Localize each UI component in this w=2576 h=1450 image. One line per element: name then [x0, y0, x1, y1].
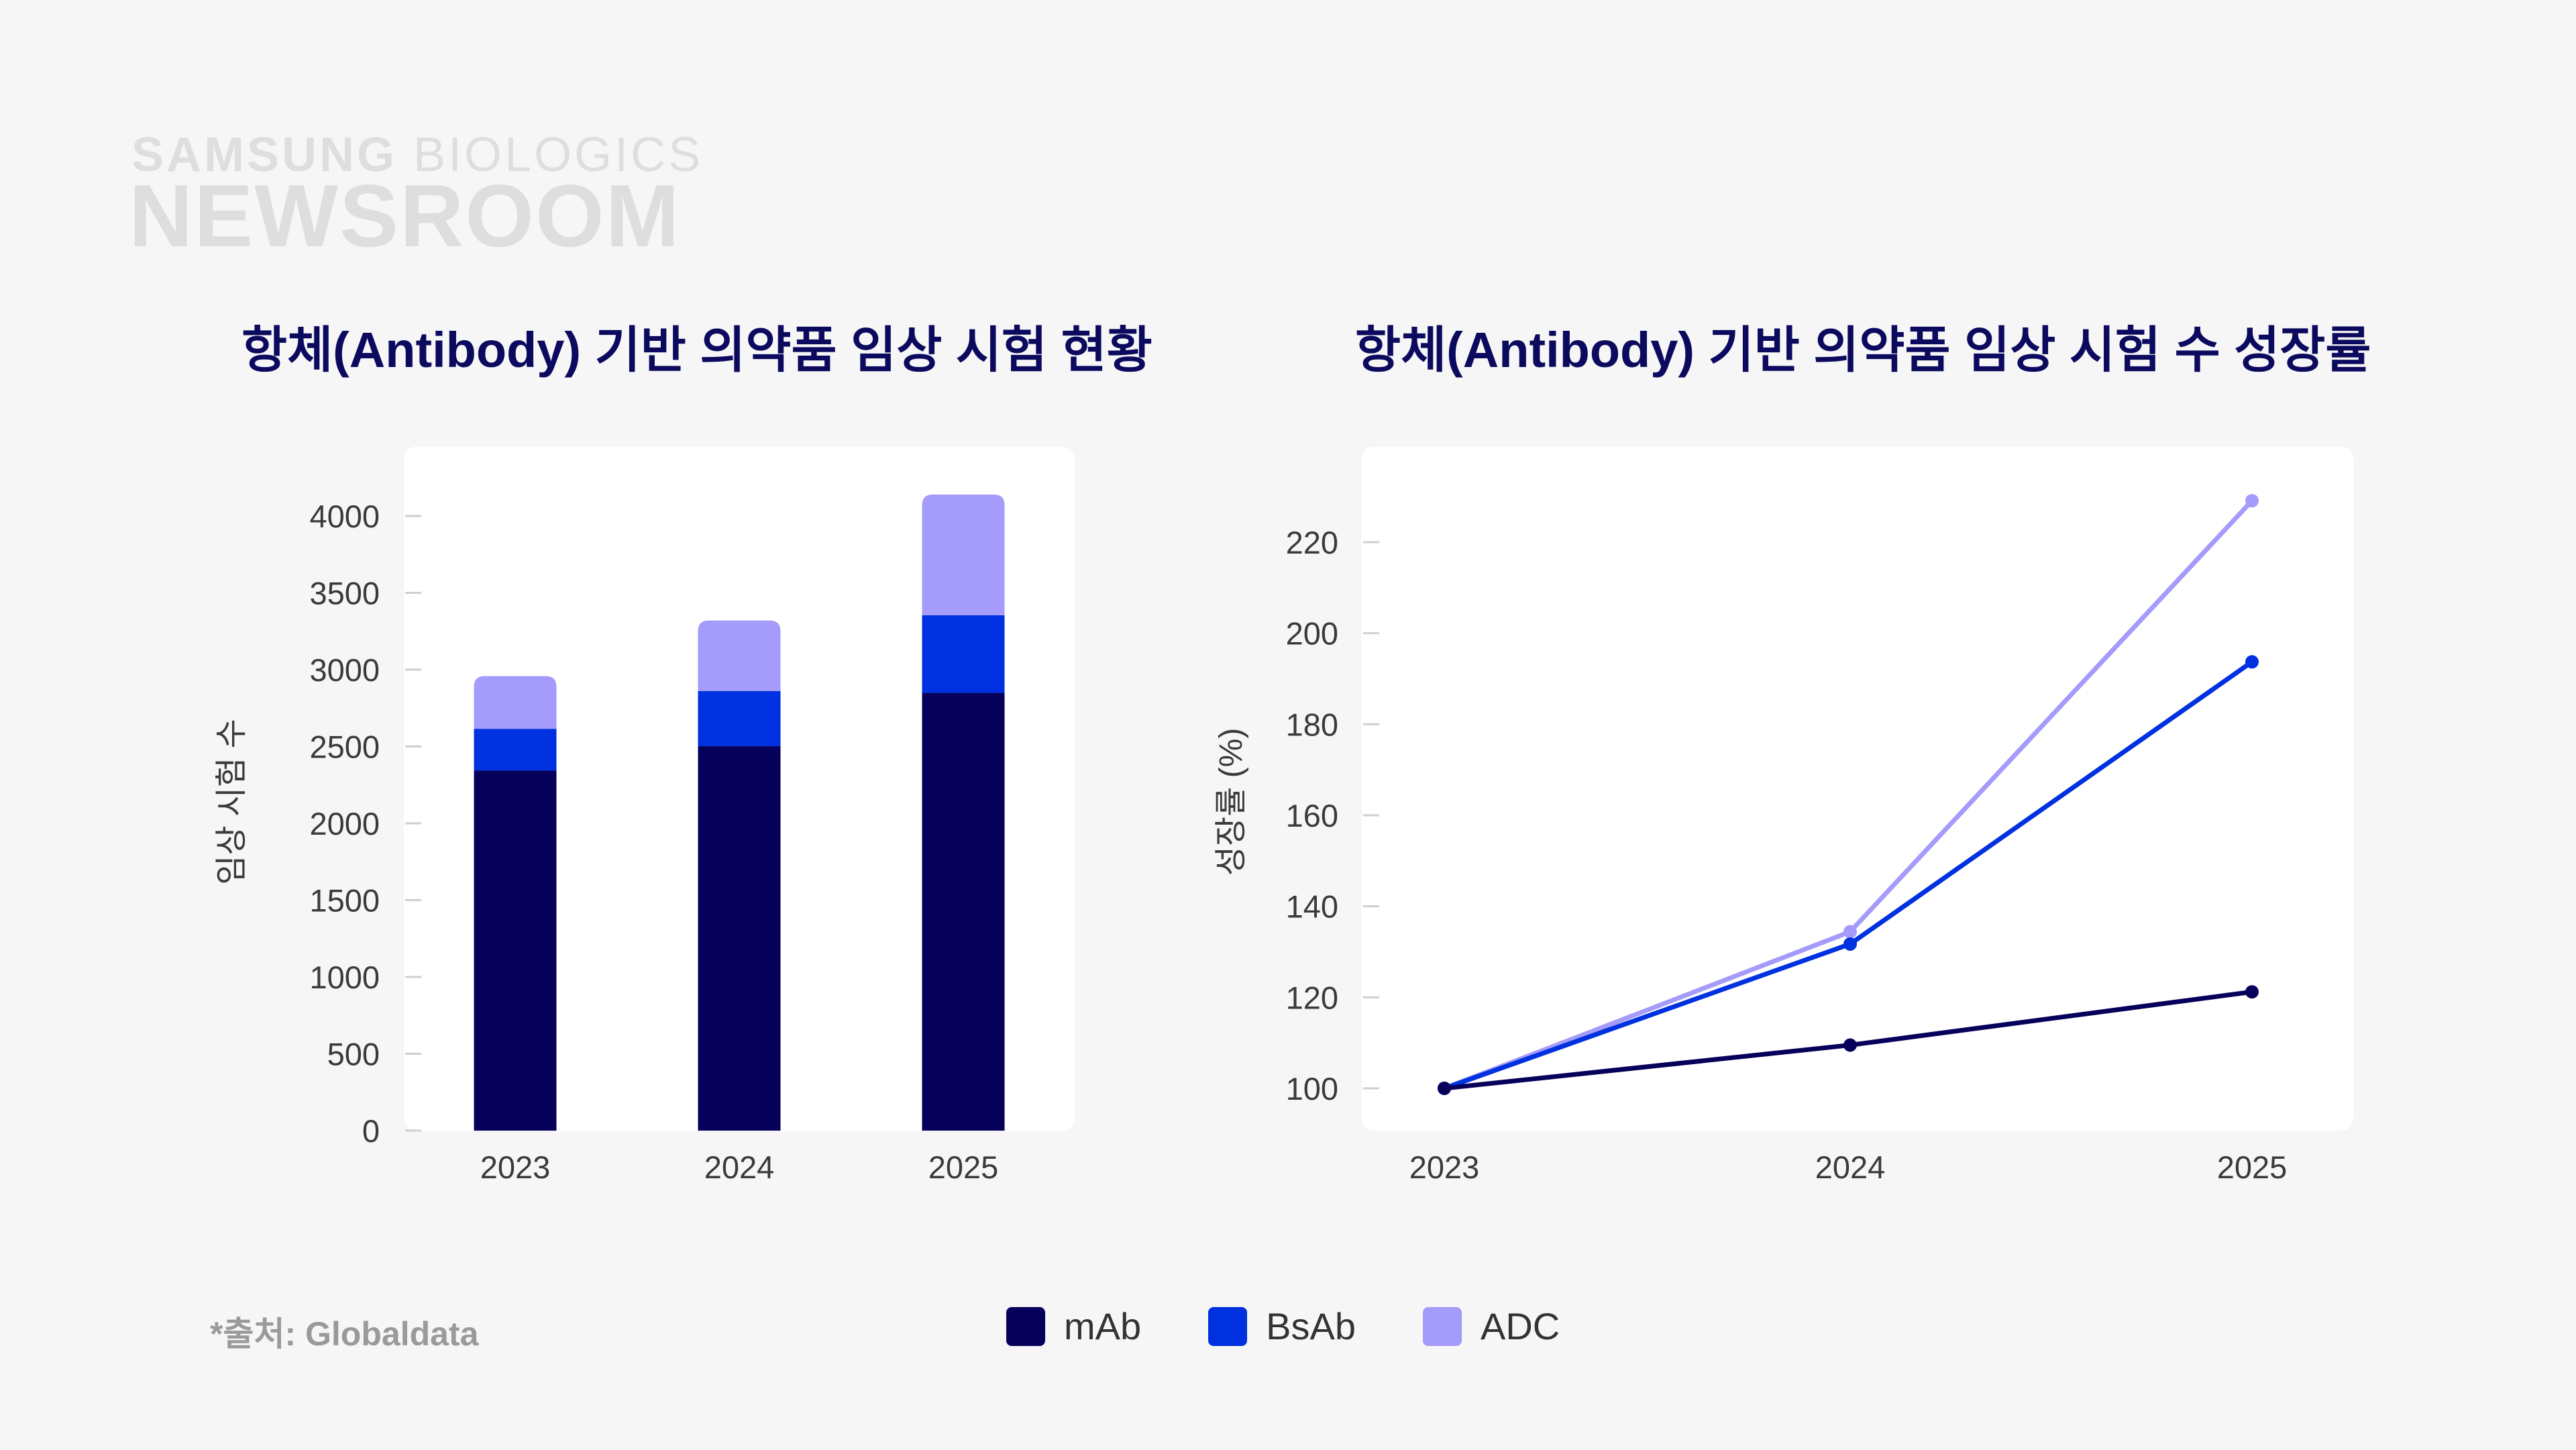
bar-segment-bsab	[922, 615, 1005, 693]
bar-y-tick-label: 2000	[309, 806, 380, 841]
bar-y-tick-label: 3000	[309, 652, 380, 688]
legend-label: ADC	[1481, 1305, 1560, 1347]
line-y-tick-label: 160	[1286, 798, 1338, 833]
bar-segment-mab	[922, 692, 1005, 1131]
line-y-tick-label: 120	[1286, 980, 1338, 1015]
line-series-bsab	[1443, 660, 2254, 1091]
legend-item-adc: ADC	[1423, 1304, 1560, 1348]
line-point-adc	[1843, 925, 1857, 939]
bar-y-tick-label: 0	[362, 1113, 380, 1149]
line-x-tick-label: 2024	[1815, 1149, 1886, 1185]
bar-y-tick-label: 500	[327, 1037, 380, 1072]
legend-swatch	[1423, 1306, 1462, 1346]
bar-segment-adc	[698, 620, 781, 691]
line-y-tick-label: 140	[1286, 889, 1338, 925]
line-series-adc	[1443, 499, 2254, 1091]
logo-brand: SAMSUNG BIOLOGICS	[131, 128, 704, 182]
bar-segment-adc	[922, 494, 1005, 615]
line-y-tick-label: 200	[1286, 616, 1338, 652]
legend-swatch	[1006, 1306, 1045, 1346]
bar-y-tick-label: 3500	[309, 576, 380, 611]
bar-x-tick-label: 2024	[704, 1149, 775, 1185]
bar-segment-bsab	[474, 729, 557, 771]
legend-item-mab: mAb	[1006, 1304, 1141, 1348]
line-point-mab	[1438, 1082, 1451, 1095]
line-point-mab	[2245, 985, 2259, 999]
line-x-tick-label: 2025	[2217, 1149, 2288, 1185]
bar-segment-bsab	[698, 690, 781, 747]
line-point-mab	[1843, 1038, 1857, 1052]
line-chart-panel	[1362, 447, 2353, 1131]
bar-y-tick-label: 1000	[309, 960, 380, 995]
line-y-tick-label: 180	[1286, 707, 1338, 742]
legend-swatch	[1208, 1306, 1248, 1346]
line-x-tick-label: 2023	[1409, 1149, 1480, 1185]
line-chart-title: 항체(Antibody) 기반 의약품 임상 시험 수 성장률	[1355, 322, 2371, 378]
bar-y-tick-label: 1500	[309, 883, 380, 919]
bar-y-tick-label: 4000	[309, 499, 380, 534]
bar-x-tick-label: 2023	[480, 1149, 551, 1185]
line-y-tick-label: 100	[1286, 1071, 1338, 1106]
legend-label: mAb	[1064, 1305, 1142, 1347]
bar-y-tick-label: 2500	[309, 729, 380, 765]
legend: mAb BsAb ADC	[1006, 1304, 1627, 1348]
line-y-tick-label: 220	[1286, 525, 1338, 560]
bar-segment-mab	[474, 770, 557, 1131]
bar-x-tick-label: 2025	[928, 1149, 999, 1185]
logo-newsroom: NEWSROOM	[129, 166, 681, 265]
legend-item-bsab: BsAb	[1208, 1304, 1356, 1348]
line-point-bsab	[2245, 655, 2259, 669]
line-point-adc	[2245, 494, 2259, 508]
line-point-bsab	[1843, 937, 1857, 951]
source-footnote: *출처: Globaldata	[210, 1315, 479, 1353]
bar-segment-mab	[698, 746, 781, 1131]
bar-chart-title: 항체(Antibody) 기반 의약품 임상 시험 현황	[241, 322, 1152, 378]
legend-label: BsAb	[1266, 1305, 1356, 1347]
bar-segment-adc	[474, 676, 557, 729]
